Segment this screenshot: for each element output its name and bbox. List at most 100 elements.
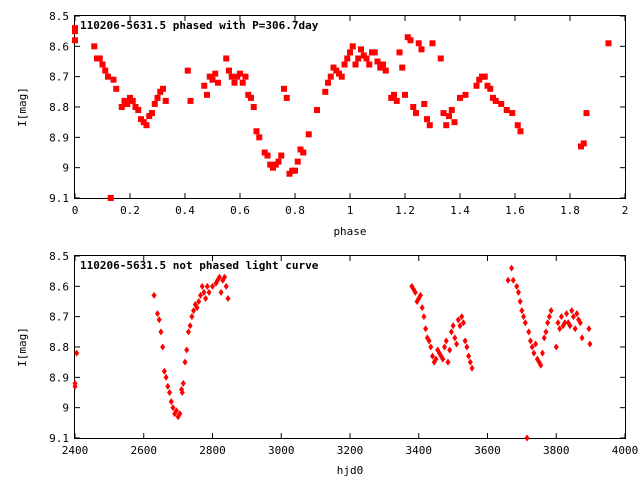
- unphased-data-point: [412, 288, 418, 296]
- phased-data-point: [333, 67, 340, 74]
- unphased-data-point: [155, 310, 160, 318]
- phased-data-point: [206, 73, 213, 80]
- phased-data-point: [462, 91, 469, 98]
- phased-y-tick-label: 8.9: [49, 131, 69, 144]
- unphased-data-point: [428, 343, 434, 351]
- phased-data-point: [154, 94, 161, 101]
- phased-data-point: [498, 100, 505, 107]
- unphased-data-point: [548, 307, 554, 315]
- unphased-data-point: [519, 307, 525, 315]
- phased-data-point: [503, 107, 510, 114]
- phased-data-point: [294, 158, 301, 165]
- phased-data-point: [121, 97, 128, 104]
- unphased-data-point: [462, 337, 468, 345]
- phased-data-point: [341, 61, 348, 68]
- unphased-data-point: [191, 307, 197, 315]
- unphased-x-tick-label: 3000: [268, 444, 295, 457]
- phased-data-point: [443, 122, 450, 129]
- unphased-data-point: [450, 322, 456, 330]
- phased-data-point: [129, 97, 136, 104]
- unphased-x-tick-label: 3800: [543, 444, 570, 457]
- phased-x-tick-label: 1: [347, 204, 354, 217]
- phased-data-point: [102, 67, 109, 74]
- phased-data-point: [96, 55, 103, 62]
- phased-data-point: [124, 100, 131, 107]
- phased-data-point: [292, 167, 298, 174]
- phased-data-point: [135, 107, 142, 114]
- unphased-x-tick-label: 2600: [131, 444, 158, 457]
- unphased-y-tick-label: 8.7: [49, 311, 69, 324]
- phased-data-point: [184, 67, 191, 74]
- phased-data-point: [132, 104, 139, 110]
- phased-data-point: [272, 161, 279, 168]
- phased-y-tick-label: 8.7: [49, 71, 69, 84]
- phased-data-point: [327, 73, 334, 80]
- phased-data-point: [352, 61, 359, 68]
- phased-data-point: [113, 85, 120, 92]
- phased-x-tick-label: 0.4: [175, 204, 195, 217]
- unphased-data-point: [419, 304, 425, 312]
- phased-data-point: [187, 97, 194, 104]
- unphased-data-point: [165, 382, 171, 390]
- phased-data-point: [201, 82, 208, 89]
- unphased-data-point: [423, 325, 429, 333]
- unphased-data-point: [505, 276, 511, 284]
- unphased-data-point: [426, 337, 432, 345]
- phased-data-point: [239, 79, 246, 86]
- phased-data-point: [509, 110, 516, 117]
- phased-plot-frame: [74, 15, 626, 199]
- phased-data-point: [473, 82, 480, 89]
- phased-data-point: [242, 73, 249, 80]
- phased-data-point: [492, 97, 499, 104]
- phased-data-point: [413, 110, 419, 117]
- unphased-data-point: [430, 352, 435, 360]
- unphased-data-point: [167, 389, 173, 396]
- unphased-data-point: [440, 355, 446, 363]
- phased-data-point: [297, 146, 304, 153]
- phased-data-point: [300, 149, 307, 156]
- unphased-data-point: [457, 322, 463, 330]
- unphased-chart-title: 110206-5631.5 not phased light curve: [80, 259, 319, 272]
- phased-x-tick-label: 2: [622, 204, 629, 217]
- unphased-data-point: [210, 282, 215, 290]
- phased-data-point: [424, 116, 430, 123]
- phased-data-point: [446, 113, 452, 120]
- unphased-data-point: [587, 340, 593, 348]
- phased-data-point: [107, 195, 114, 201]
- unphased-data-point: [467, 358, 473, 366]
- unphased-data-point: [540, 349, 545, 357]
- unphased-x-tick-label: 2400: [62, 444, 89, 457]
- phased-data-point: [72, 28, 78, 35]
- phased-data-points: [72, 25, 612, 201]
- unphased-data-point: [433, 355, 439, 363]
- unphased-data-point: [455, 316, 461, 324]
- phased-data-point: [275, 158, 282, 165]
- unphased-data-point: [218, 288, 224, 296]
- phased-data-point: [228, 73, 235, 80]
- unphased-data-point: [569, 307, 575, 315]
- unphased-data-point: [538, 361, 544, 369]
- unphased-data-point: [163, 373, 169, 381]
- unphased-data-point: [567, 322, 573, 330]
- phased-data-point: [283, 94, 290, 101]
- phased-data-point: [72, 25, 78, 32]
- unphased-data-point: [555, 319, 561, 327]
- phased-data-point: [457, 94, 463, 101]
- phased-data-point: [380, 61, 386, 68]
- phased-data-point: [72, 37, 78, 44]
- unphased-data-point: [514, 282, 520, 290]
- phased-y-ticks: 8.5 8.6 8.7 8.8 8.9 9 9.1: [49, 10, 625, 205]
- unphased-data-point: [194, 304, 200, 312]
- unphased-data-point: [199, 282, 205, 290]
- phased-data-point: [476, 76, 483, 83]
- unphased-data-point: [197, 291, 203, 299]
- phased-data-point: [91, 43, 98, 50]
- phased-data-point: [110, 76, 117, 83]
- unphased-data-point: [417, 291, 423, 299]
- phased-data-point: [105, 73, 111, 80]
- phased-data-point: [330, 64, 337, 71]
- unphased-data-point: [206, 288, 212, 296]
- unphased-data-point: [443, 337, 449, 345]
- unphased-data-point: [170, 404, 176, 412]
